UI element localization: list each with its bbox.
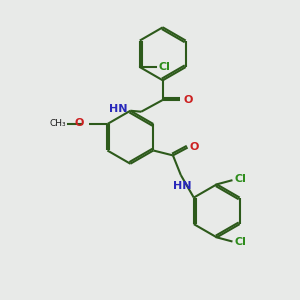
Text: CH₃: CH₃: [50, 118, 66, 127]
Text: Cl: Cl: [234, 174, 246, 184]
Text: HN: HN: [109, 104, 128, 114]
Text: O: O: [74, 118, 84, 128]
Text: Cl: Cl: [234, 237, 246, 247]
Text: Cl: Cl: [158, 62, 170, 72]
Text: HN: HN: [173, 181, 191, 191]
Text: O: O: [190, 142, 199, 152]
Text: O: O: [183, 95, 193, 105]
